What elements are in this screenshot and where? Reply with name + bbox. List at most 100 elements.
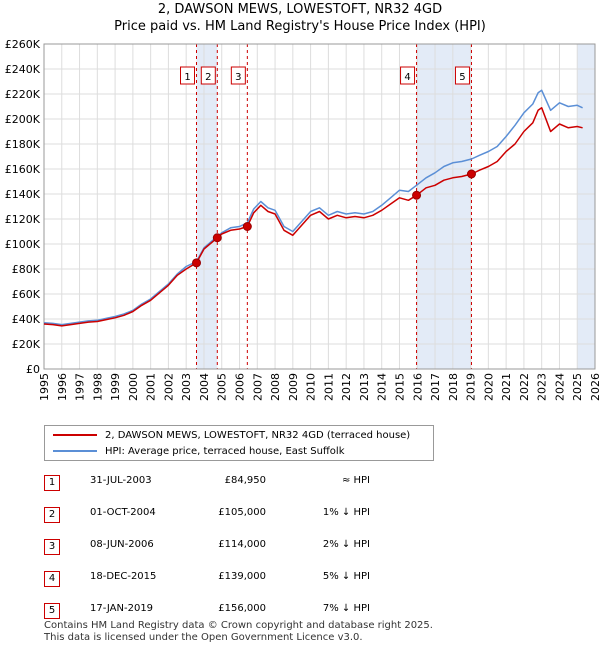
footer-copyright: Contains HM Land Registry data © Crown c… <box>44 620 433 631</box>
sale-number-badge: 2 <box>44 507 60 523</box>
x-tick-label: 2009 <box>287 373 300 401</box>
y-tick-label: £260K <box>5 38 41 51</box>
sale-row: 3 08-JUN-2006 £114,000 2% ↓ HPI <box>0 536 600 556</box>
x-tick-label: 2014 <box>376 373 389 401</box>
y-tick-label: £60K <box>12 288 41 301</box>
sale-number-label: 5 <box>459 72 465 83</box>
x-tick-label: 2012 <box>340 373 353 401</box>
x-tick-label: 2004 <box>198 373 211 401</box>
x-tick-label: 2026 <box>589 373 600 401</box>
y-tick-label: £140K <box>5 188 41 201</box>
sale-number-label: 3 <box>235 72 241 83</box>
x-tick-label: 2007 <box>251 373 264 401</box>
x-tick-label: 2022 <box>518 373 531 401</box>
sale-price: £114,000 <box>218 539 266 550</box>
sale-date: 01-OCT-2004 <box>90 507 156 518</box>
chart-legend: 2, DAWSON MEWS, LOWESTOFT, NR32 4GD (ter… <box>44 425 434 461</box>
x-tick-label: 2003 <box>180 373 193 401</box>
sale-number-box <box>454 66 470 85</box>
sale-date: 17-JAN-2019 <box>90 603 154 614</box>
y-tick-label: £200K <box>5 113 41 126</box>
x-tick-label: 2016 <box>411 373 424 401</box>
x-tick-label: 1995 <box>38 373 51 401</box>
sale-number-box <box>200 66 216 85</box>
sale-point <box>242 222 252 231</box>
x-tick-label: 2025 <box>571 373 584 401</box>
footer-license: This data is licensed under the Open Gov… <box>44 632 363 643</box>
y-tick-label: £80K <box>12 263 41 276</box>
x-tick-label: 1999 <box>109 373 122 401</box>
x-tick-label: 2005 <box>216 373 229 401</box>
x-tick-label: 2023 <box>536 373 549 401</box>
x-tick-label: 1998 <box>91 373 104 401</box>
legend-item-property: 2, DAWSON MEWS, LOWESTOFT, NR32 4GD (ter… <box>53 427 410 443</box>
sale-row: 4 18-DEC-2015 £139,000 5% ↓ HPI <box>0 568 600 588</box>
y-tick-label: £100K <box>5 238 41 251</box>
sale-price: £156,000 <box>218 603 266 614</box>
x-tick-label: 2006 <box>234 373 247 401</box>
sale-date: 31-JUL-2003 <box>90 475 152 486</box>
series-line-property <box>43 107 583 327</box>
y-tick-label: £0 <box>26 363 40 376</box>
price-chart: £0 £20K £40K £60K £80K £100K £120K £140K £160K £1… <box>5 38 600 401</box>
footer-attribution: Contains HM Land Registry data © Crown c… <box>44 620 433 644</box>
x-tick-label: 2020 <box>482 373 495 401</box>
x-tick-label: 2013 <box>358 373 371 401</box>
shaded-band <box>196 44 218 369</box>
x-tick-label: 2002 <box>162 373 175 401</box>
sale-number-badge: 4 <box>44 571 60 587</box>
sale-number-box <box>400 66 416 85</box>
sale-number-badge: 5 <box>44 603 60 619</box>
shaded-band <box>577 44 595 369</box>
y-tick-label: £40K <box>12 313 41 326</box>
series-line-hpi <box>43 89 583 326</box>
plot-frame <box>43 43 596 370</box>
sale-row: 2 01-OCT-2004 £105,000 1% ↓ HPI <box>0 504 600 524</box>
legend-blue-line-icon <box>53 450 97 452</box>
shaded-band <box>416 44 472 369</box>
x-tick-label: 2011 <box>322 373 335 401</box>
y-tick-label: £120K <box>5 213 41 226</box>
sale-number-badge: 3 <box>44 539 60 555</box>
x-tick-label: 2019 <box>465 373 478 401</box>
chart-title-address: 2, DAWSON MEWS, LOWESTOFT, NR32 4GD <box>157 2 443 17</box>
y-tick-label: £220K <box>5 88 41 101</box>
x-tick-label: 2008 <box>269 373 282 401</box>
sale-point <box>192 258 202 268</box>
sale-hpi-comparison: 5% ↓ HPI <box>322 571 370 582</box>
sale-date: 18-DEC-2015 <box>90 571 157 582</box>
sale-price: £105,000 <box>218 507 266 518</box>
x-tick-label: 2024 <box>553 373 566 401</box>
x-tick-label: 1997 <box>74 373 87 401</box>
x-tick-label: 2021 <box>500 373 513 401</box>
x-tick-label: 2018 <box>447 373 460 401</box>
sale-row: 5 17-JAN-2019 £156,000 7% ↓ HPI <box>0 600 600 620</box>
sale-row: 1 31-JUL-2003 £84,950 ≈ HPI <box>0 472 600 492</box>
sale-point <box>466 169 476 179</box>
sale-number-label: 2 <box>205 72 211 83</box>
sale-hpi-comparison: 7% ↓ HPI <box>322 603 370 614</box>
sale-number-label: 1 <box>184 72 190 83</box>
sale-hpi-comparison: 1% ↓ HPI <box>322 507 370 518</box>
sale-hpi-comparison: ≈ HPI <box>341 475 370 486</box>
sale-price: £84,950 <box>224 475 266 486</box>
x-tick-label: 1996 <box>56 373 69 401</box>
y-tick-label: £160K <box>5 163 41 176</box>
y-tick-label: £20K <box>12 338 41 351</box>
sale-number-box <box>180 66 196 85</box>
plot-area <box>44 44 595 369</box>
sale-point <box>412 190 422 200</box>
sale-number-box <box>230 66 246 85</box>
legend-red-line-icon <box>53 434 97 436</box>
legend-item-hpi: HPI: Average price, terraced house, East… <box>53 443 345 459</box>
x-tick-label: 2000 <box>127 373 140 401</box>
x-tick-label: 2017 <box>429 373 442 401</box>
chart-subtitle: Price paid vs. HM Land Registry's House … <box>114 19 486 34</box>
y-tick-label: £240K <box>5 63 41 76</box>
sale-hpi-comparison: 2% ↓ HPI <box>322 539 370 550</box>
sale-number-label: 4 <box>404 72 410 83</box>
y-tick-label: £180K <box>5 138 41 151</box>
sale-point <box>212 233 222 243</box>
x-tick-label: 2015 <box>393 373 406 401</box>
x-tick-label: 2001 <box>145 373 158 401</box>
